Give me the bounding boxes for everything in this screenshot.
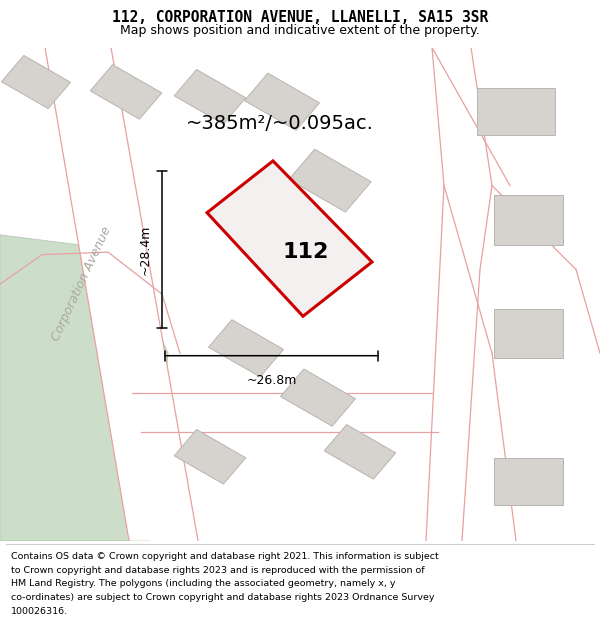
Text: 100026316.: 100026316. xyxy=(11,608,68,616)
Text: Map shows position and indicative extent of the property.: Map shows position and indicative extent… xyxy=(120,24,480,37)
Polygon shape xyxy=(174,429,246,484)
Text: Corporation Avenue: Corporation Avenue xyxy=(49,225,113,344)
Polygon shape xyxy=(207,161,372,316)
Text: to Crown copyright and database rights 2023 and is reproduced with the permissio: to Crown copyright and database rights 2… xyxy=(11,566,424,574)
Polygon shape xyxy=(493,458,563,505)
Polygon shape xyxy=(289,149,371,212)
Polygon shape xyxy=(493,309,563,358)
Text: HM Land Registry. The polygons (including the associated geometry, namely x, y: HM Land Registry. The polygons (includin… xyxy=(11,579,395,589)
Polygon shape xyxy=(493,196,563,245)
Polygon shape xyxy=(45,48,198,541)
Polygon shape xyxy=(244,73,320,131)
Polygon shape xyxy=(174,69,246,124)
Polygon shape xyxy=(280,369,356,426)
Text: co-ordinates) are subject to Crown copyright and database rights 2023 Ordnance S: co-ordinates) are subject to Crown copyr… xyxy=(11,593,434,602)
Polygon shape xyxy=(477,88,555,135)
Text: 112, CORPORATION AVENUE, LLANELLI, SA15 3SR: 112, CORPORATION AVENUE, LLANELLI, SA15 … xyxy=(112,11,488,26)
Polygon shape xyxy=(90,64,162,119)
Text: ~26.8m: ~26.8m xyxy=(247,374,296,388)
Polygon shape xyxy=(208,320,284,377)
Text: ~28.4m: ~28.4m xyxy=(138,224,151,275)
Polygon shape xyxy=(0,235,168,541)
Polygon shape xyxy=(225,191,351,306)
Polygon shape xyxy=(264,222,336,277)
Text: ~385m²/~0.095ac.: ~385m²/~0.095ac. xyxy=(186,114,374,133)
Polygon shape xyxy=(1,56,71,109)
Text: Contains OS data © Crown copyright and database right 2021. This information is : Contains OS data © Crown copyright and d… xyxy=(11,552,439,561)
Polygon shape xyxy=(324,424,396,479)
Text: 112: 112 xyxy=(283,242,329,262)
